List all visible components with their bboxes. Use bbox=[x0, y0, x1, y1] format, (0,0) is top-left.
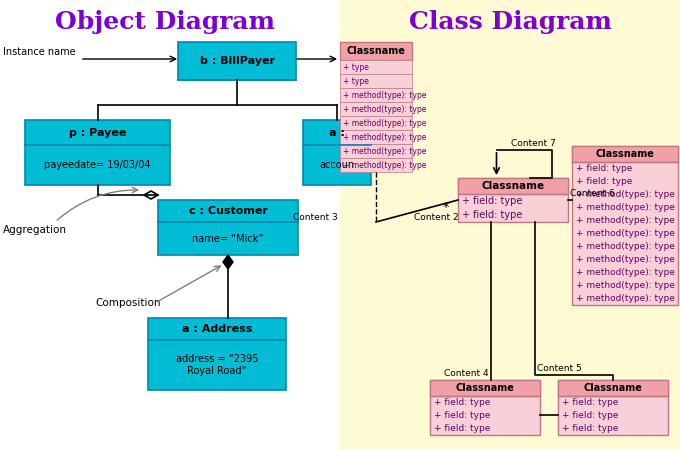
Text: + method(type): type: + method(type): type bbox=[576, 255, 675, 264]
Text: *: * bbox=[443, 202, 449, 215]
Bar bbox=[0, 0, 340, 450]
Text: + method(type): type: + method(type): type bbox=[576, 203, 675, 212]
Text: name= “Mick”: name= “Mick” bbox=[192, 234, 264, 243]
Text: p : Payee: p : Payee bbox=[69, 127, 126, 138]
Text: + method(type): type: + method(type): type bbox=[576, 242, 675, 251]
Text: Content 4: Content 4 bbox=[444, 369, 489, 378]
Bar bbox=[572, 146, 678, 162]
Text: + method(type): type: + method(type): type bbox=[343, 104, 426, 113]
Text: Aggregation: Aggregation bbox=[3, 225, 67, 235]
Text: + field: type: + field: type bbox=[562, 398, 618, 407]
Bar bbox=[340, 60, 412, 74]
Text: Content 3: Content 3 bbox=[293, 212, 338, 221]
Text: a :: a : bbox=[329, 127, 345, 138]
Bar bbox=[430, 380, 540, 435]
Bar bbox=[340, 0, 680, 450]
Bar bbox=[458, 178, 568, 194]
Bar bbox=[340, 130, 412, 144]
Text: + type: + type bbox=[343, 63, 369, 72]
Text: Classname: Classname bbox=[347, 46, 405, 56]
Text: + field: type: + field: type bbox=[434, 411, 490, 420]
Polygon shape bbox=[223, 255, 233, 269]
Text: Content 2: Content 2 bbox=[414, 212, 458, 221]
Text: + method(type): type: + method(type): type bbox=[343, 161, 426, 170]
Text: + field: type: + field: type bbox=[434, 424, 490, 433]
Text: b : BillPayer: b : BillPayer bbox=[199, 56, 275, 66]
Text: + field: type: + field: type bbox=[576, 164, 632, 173]
Bar bbox=[303, 120, 371, 185]
Text: + method(type): type: + method(type): type bbox=[343, 132, 426, 141]
Text: + method(type): type: + method(type): type bbox=[576, 294, 675, 303]
Text: address = “2395
Royal Road”: address = “2395 Royal Road” bbox=[175, 354, 258, 376]
Text: + type: + type bbox=[343, 76, 369, 86]
Text: Instance name: Instance name bbox=[3, 47, 75, 57]
Bar bbox=[158, 200, 298, 255]
Text: + field: type: + field: type bbox=[562, 424, 618, 433]
Text: + method(type): type: + method(type): type bbox=[343, 90, 426, 99]
Text: + field: type: + field: type bbox=[434, 398, 490, 407]
Text: + field: type: + field: type bbox=[462, 210, 522, 220]
Text: + method(type): type: + method(type): type bbox=[576, 190, 675, 199]
Text: Content 5: Content 5 bbox=[537, 364, 582, 373]
Text: + field: type: + field: type bbox=[562, 411, 618, 420]
Text: + method(type): type: + method(type): type bbox=[576, 229, 675, 238]
Text: c : Customer: c : Customer bbox=[188, 206, 267, 216]
Text: Object Diagram: Object Diagram bbox=[55, 10, 275, 34]
Bar bbox=[558, 380, 668, 435]
Bar bbox=[25, 120, 170, 185]
Text: Content 7: Content 7 bbox=[511, 139, 556, 148]
Bar bbox=[572, 146, 678, 305]
Text: + method(type): type: + method(type): type bbox=[576, 216, 675, 225]
Text: Composition: Composition bbox=[95, 298, 160, 308]
Text: + field: type: + field: type bbox=[462, 196, 522, 206]
Text: accoun: accoun bbox=[320, 160, 354, 170]
Bar bbox=[340, 116, 412, 130]
Bar bbox=[340, 158, 412, 172]
Bar bbox=[148, 318, 286, 390]
Bar bbox=[340, 102, 412, 116]
Text: Classname: Classname bbox=[596, 149, 654, 159]
Bar bbox=[430, 380, 540, 396]
Text: Class Diagram: Class Diagram bbox=[409, 10, 611, 34]
Bar bbox=[340, 74, 412, 88]
Bar bbox=[340, 42, 412, 60]
Bar bbox=[340, 88, 412, 102]
Bar bbox=[458, 178, 568, 222]
Text: + method(type): type: + method(type): type bbox=[343, 147, 426, 156]
Text: payeedate= 19/03/04: payeedate= 19/03/04 bbox=[44, 160, 151, 170]
Text: a : Address: a : Address bbox=[182, 324, 252, 334]
Text: + method(type): type: + method(type): type bbox=[576, 268, 675, 277]
Text: + method(type): type: + method(type): type bbox=[343, 118, 426, 127]
Text: Classname: Classname bbox=[481, 181, 545, 191]
Text: Classname: Classname bbox=[456, 383, 515, 393]
Text: Content 6: Content 6 bbox=[570, 189, 615, 198]
Bar bbox=[558, 380, 668, 396]
Text: + method(type): type: + method(type): type bbox=[576, 281, 675, 290]
Bar bbox=[178, 42, 296, 80]
Bar bbox=[340, 144, 412, 158]
Text: Classname: Classname bbox=[583, 383, 643, 393]
Text: + field: type: + field: type bbox=[576, 177, 632, 186]
